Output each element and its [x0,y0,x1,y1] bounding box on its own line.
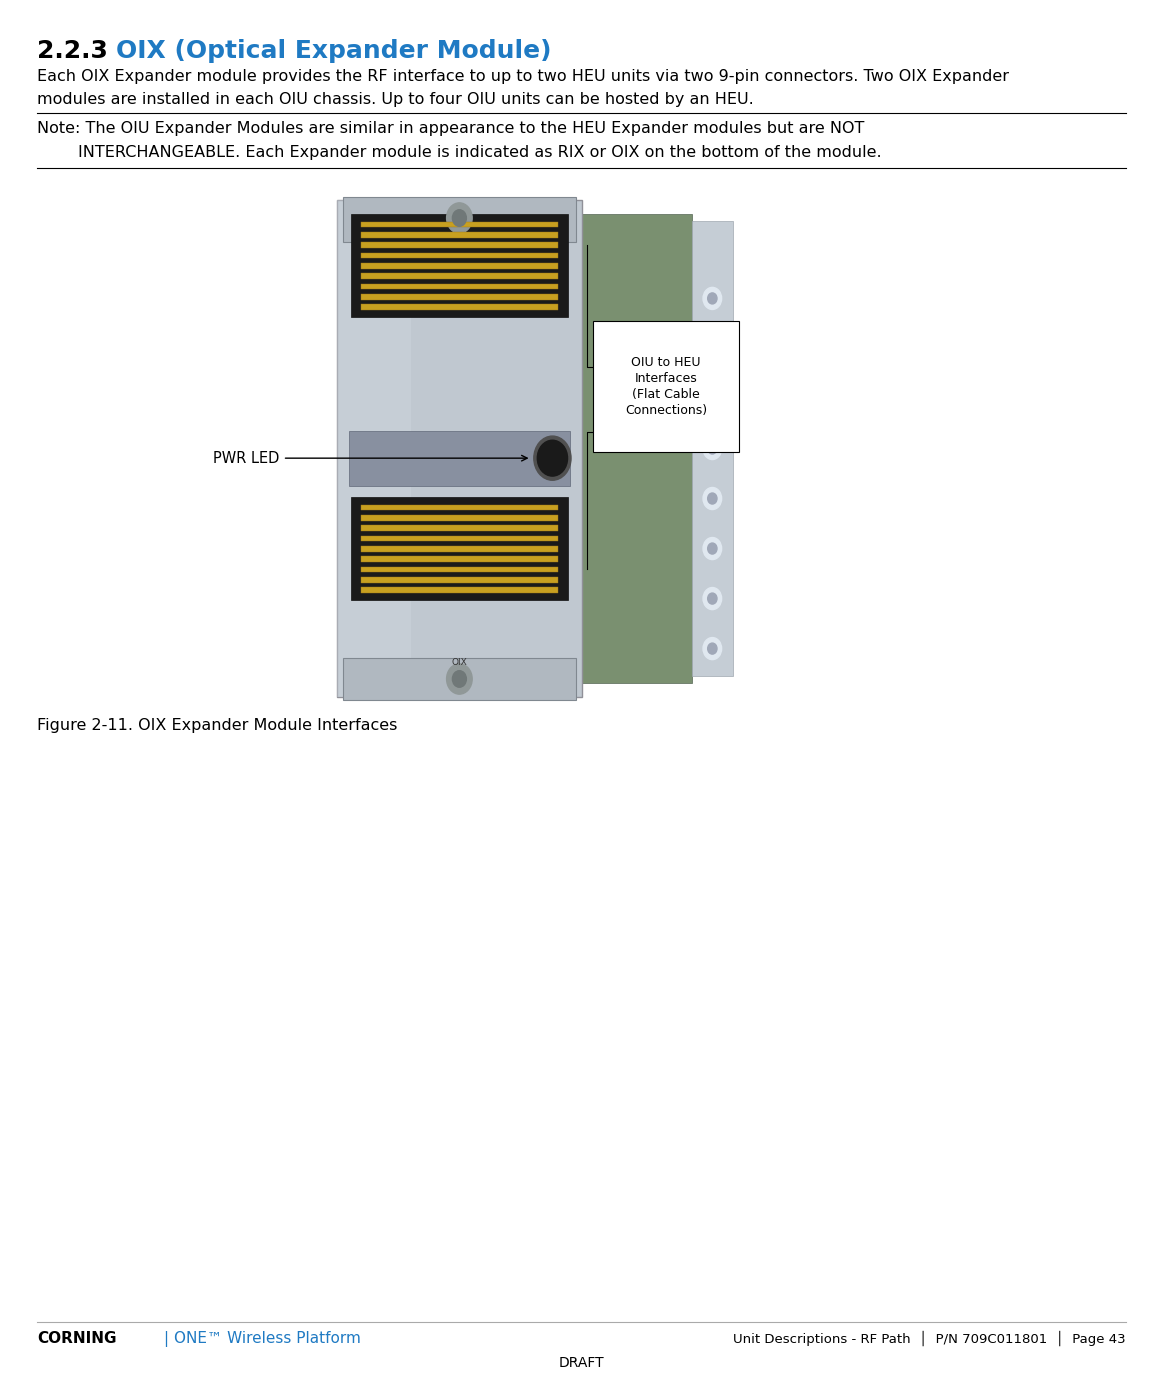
FancyBboxPatch shape [361,294,558,299]
Text: CORNING: CORNING [37,1332,116,1346]
FancyBboxPatch shape [279,172,814,724]
FancyBboxPatch shape [361,253,558,258]
Circle shape [704,388,721,410]
FancyBboxPatch shape [343,658,576,700]
FancyBboxPatch shape [349,431,570,486]
FancyBboxPatch shape [361,243,558,248]
Text: PWR LED: PWR LED [213,451,279,465]
Circle shape [704,337,721,359]
FancyBboxPatch shape [351,497,568,600]
Circle shape [707,393,718,404]
Circle shape [707,342,718,353]
Text: DRAFT: DRAFT [558,1357,605,1370]
FancyBboxPatch shape [361,284,558,290]
Text: 2.2.3: 2.2.3 [37,39,108,62]
FancyBboxPatch shape [337,200,582,697]
FancyBboxPatch shape [692,221,733,676]
Text: ONE™ Wireless Platform: ONE™ Wireless Platform [174,1332,362,1346]
Circle shape [707,593,718,604]
FancyBboxPatch shape [361,567,558,573]
Circle shape [707,542,718,553]
FancyBboxPatch shape [378,214,692,683]
FancyBboxPatch shape [407,254,424,301]
FancyBboxPatch shape [407,549,424,596]
Circle shape [534,436,571,480]
Circle shape [707,643,718,654]
Text: Note: The OIU Expander Modules are similar in appearance to the HEU Expander mod: Note: The OIU Expander Modules are simil… [37,121,864,137]
Text: modules are installed in each OIU chassis. Up to four OIU units can be hosted by: modules are installed in each OIU chassi… [37,92,754,108]
FancyBboxPatch shape [361,273,558,279]
FancyBboxPatch shape [361,577,558,582]
Circle shape [452,671,466,687]
Circle shape [452,210,466,226]
Text: OIU to HEU
Interfaces
(Flat Cable
Connections): OIU to HEU Interfaces (Flat Cable Connec… [625,356,707,417]
Circle shape [707,493,718,504]
FancyBboxPatch shape [361,264,558,269]
Text: OIX: OIX [451,658,468,667]
Circle shape [704,437,721,460]
FancyBboxPatch shape [384,328,401,375]
Text: |: | [163,1330,167,1347]
FancyBboxPatch shape [384,475,401,522]
FancyBboxPatch shape [351,214,568,317]
FancyBboxPatch shape [361,588,558,593]
FancyBboxPatch shape [593,322,739,453]
FancyBboxPatch shape [361,505,558,511]
FancyBboxPatch shape [407,402,424,448]
FancyBboxPatch shape [361,222,558,228]
Text: Figure 2-11. OIX Expander Module Interfaces: Figure 2-11. OIX Expander Module Interfa… [37,718,398,733]
FancyBboxPatch shape [361,546,558,552]
Circle shape [704,638,721,660]
Circle shape [707,443,718,454]
FancyBboxPatch shape [337,200,411,697]
FancyBboxPatch shape [361,535,558,541]
Text: OIX (Optical Expander Module): OIX (Optical Expander Module) [116,39,551,62]
Circle shape [537,440,568,476]
Circle shape [447,664,472,694]
FancyBboxPatch shape [361,305,558,310]
Circle shape [704,487,721,509]
Text: Unit Descriptions - RF Path  │  P/N 709C011801  │  Page 43: Unit Descriptions - RF Path │ P/N 709C01… [733,1330,1126,1347]
FancyBboxPatch shape [384,622,401,669]
FancyBboxPatch shape [361,556,558,562]
Circle shape [704,537,721,560]
FancyBboxPatch shape [361,515,558,520]
Circle shape [447,203,472,233]
FancyBboxPatch shape [361,232,558,237]
Circle shape [704,287,721,309]
FancyBboxPatch shape [361,526,558,531]
FancyBboxPatch shape [343,197,576,241]
Circle shape [704,588,721,610]
Text: Each OIX Expander module provides the RF interface to up to two HEU units via tw: Each OIX Expander module provides the RF… [37,69,1009,84]
Text: INTERCHANGEABLE. Each Expander module is indicated as RIX or OIX on the bottom o: INTERCHANGEABLE. Each Expander module is… [37,145,882,160]
Circle shape [707,293,718,304]
